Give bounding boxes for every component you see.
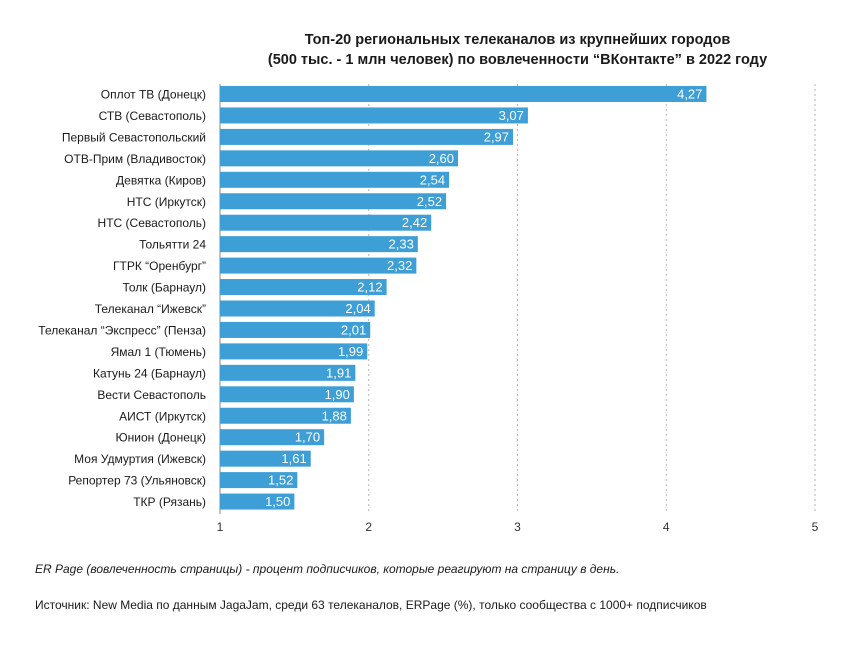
x-tick-labels: 1 2 3 4 5 — [217, 520, 819, 534]
bar-value-label: 2,01 — [341, 322, 366, 337]
category-label: Толк (Барнаул) — [122, 281, 206, 295]
bar-value-label: 2,42 — [402, 215, 427, 230]
chart-title: Топ-20 региональных телеканалов из крупн… — [304, 32, 731, 48]
bar-value-label: 3,07 — [499, 108, 524, 123]
bar-value-label: 2,33 — [389, 237, 414, 252]
bar-value-label: 2,32 — [387, 258, 412, 273]
bar-value-label: 2,12 — [357, 280, 382, 295]
bar — [220, 150, 458, 167]
bar — [220, 493, 295, 510]
x-tick-label: 4 — [663, 520, 670, 534]
bar-value-label: 1,91 — [326, 365, 351, 380]
category-label: ТКР (Рязань) — [133, 495, 206, 509]
bar — [220, 472, 298, 489]
er-definition-note: ER Page (вовлеченность страницы) - проце… — [35, 562, 620, 576]
bar — [220, 257, 417, 274]
bar-value-label: 1,61 — [281, 451, 306, 466]
bar — [220, 407, 351, 424]
category-label: Телеканал “Ижевск” — [95, 302, 206, 316]
bar — [220, 86, 707, 102]
bar — [220, 343, 368, 360]
bar-value-label: 2,52 — [417, 194, 442, 209]
chart-subtitle: (500 тыс. - 1 млн человек) по вовлеченно… — [267, 52, 768, 68]
bar — [220, 214, 432, 231]
category-label: Тольятти 24 — [139, 238, 206, 252]
grid-lines — [219, 84, 816, 514]
x-tick-label: 3 — [514, 520, 521, 534]
category-label: Вести Севастополь — [97, 388, 206, 402]
bar — [220, 300, 375, 317]
bar-value-label: 2,60 — [429, 151, 454, 166]
bar-value-label: 1,52 — [268, 473, 293, 488]
category-label: СТВ (Севастополь) — [99, 109, 206, 123]
category-labels: Оплот ТВ (Донецк) СТВ (Севастополь) Первый… — [38, 88, 206, 510]
category-label: АИСТ (Иркутск) — [119, 409, 206, 423]
category-label: ОТВ-Прим (Владивосток) — [64, 152, 206, 166]
category-label: Моя Удмуртия (Ижевск) — [74, 452, 206, 466]
category-label: Юнион (Донецк) — [116, 431, 206, 445]
bar-value-label: 1,70 — [295, 430, 320, 445]
bar — [220, 193, 447, 210]
x-tick-label: 1 — [217, 520, 224, 534]
category-label: Оплот ТВ (Донецк) — [101, 88, 206, 102]
bar-value-label: 4,27 — [677, 87, 702, 102]
bar-value-label: 2,04 — [345, 301, 370, 316]
category-label: Катунь 24 (Барнаул) — [93, 366, 206, 380]
x-tick-label: 2 — [365, 520, 372, 534]
bar — [220, 107, 528, 124]
bar — [220, 279, 387, 296]
category-label: Девятка (Киров) — [116, 173, 206, 187]
bar-value-label: 1,90 — [325, 387, 350, 402]
bar — [220, 171, 450, 188]
bar — [220, 236, 418, 253]
bar-value-label: 1,88 — [322, 408, 347, 423]
source-note: Источник: New Media по данным JagaJam, с… — [35, 598, 707, 612]
bar-value-label: 1,50 — [265, 494, 290, 509]
category-label: Первый Севастопольский — [62, 130, 206, 144]
bar — [220, 429, 325, 446]
bar — [220, 386, 354, 403]
category-label: Телеканал “Экспресс” (Пенза) — [38, 323, 206, 337]
bar-value-label: 2,97 — [484, 129, 509, 144]
x-tick-label: 5 — [812, 520, 819, 534]
bar — [220, 450, 311, 467]
bars: 4,27 3,07 2,97 2,60 2,54 2,52 2,42 2,33 2,32 2,12… — [220, 86, 707, 510]
bar-value-label: 1,99 — [338, 344, 363, 359]
category-label: Репортер 73 (Ульяновск) — [68, 474, 206, 488]
category-label: НТС (Иркутск) — [127, 195, 206, 209]
bar — [220, 364, 356, 381]
bar — [220, 128, 514, 145]
category-label: Ямал 1 (Тюмень) — [111, 345, 206, 359]
category-label: ГТРК “Оренбург” — [113, 259, 206, 273]
bar-value-label: 2,54 — [420, 172, 445, 187]
category-label: НТС (Севастополь) — [98, 216, 206, 230]
bar — [220, 321, 371, 338]
